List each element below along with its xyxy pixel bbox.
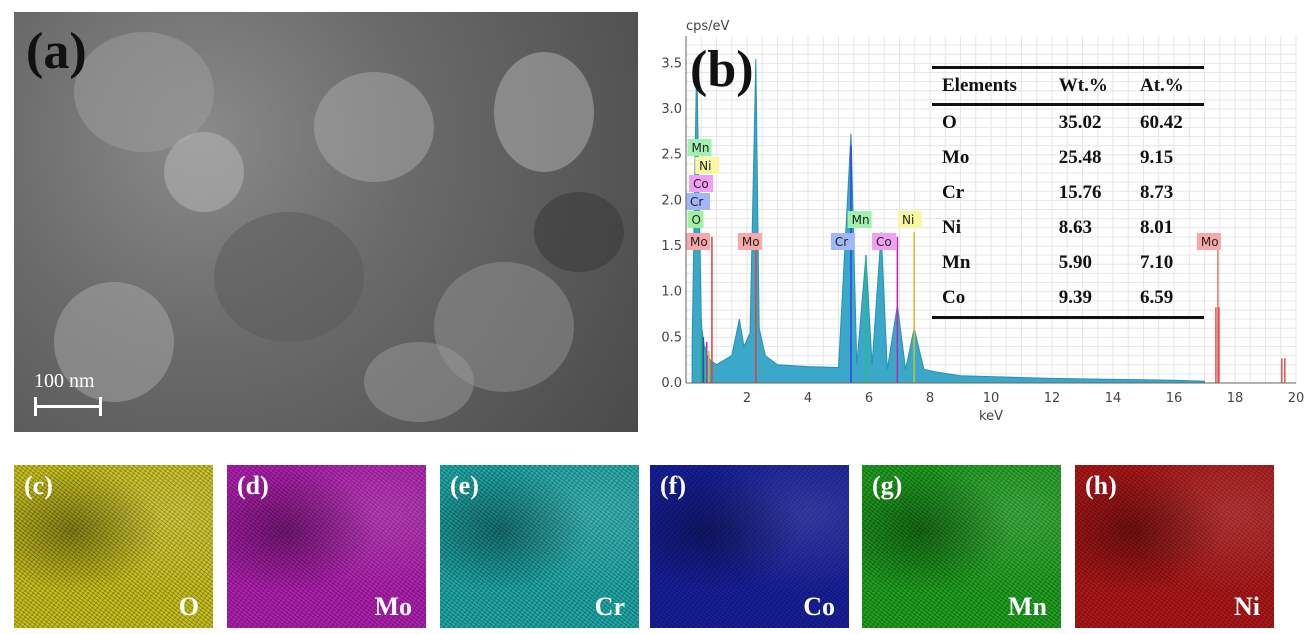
table-cell: 8.73: [1140, 182, 1174, 203]
table-cell: O: [942, 112, 957, 133]
table-cell: 15.76: [1058, 182, 1102, 203]
x-tick-label: 14: [1105, 391, 1122, 406]
peak-tag-bg: [830, 233, 855, 250]
table-cell: 8.63: [1058, 217, 1093, 238]
table-cell: 25.48: [1058, 147, 1102, 168]
table-row: Mn 5.90 7.10: [932, 246, 1204, 281]
map-element-label: Mo: [374, 592, 412, 621]
map-element-label: Cr: [594, 592, 625, 621]
y-tick-label: 3.0: [661, 102, 682, 117]
peak-tag-bg: [872, 233, 897, 250]
table-cell: 60.42: [1140, 112, 1183, 133]
panel-label-b: (b): [690, 41, 754, 98]
map-panel-label: (h): [1085, 471, 1117, 500]
table-cell: 9.39: [1048, 281, 1130, 319]
element-map-cr: (e) Cr: [440, 465, 639, 628]
eds-spectrum-panel: Mn Ni Co Cr O Mo Mo Cr Mn Co Ni Mo 0.0 0.5 1.0 1.5 2.0 2…: [650, 12, 1311, 432]
table-header: Wt.%: [1048, 66, 1130, 106]
map-element-label: O: [178, 592, 199, 621]
map-element-label: Ni: [1234, 592, 1260, 621]
table-cell: Mn: [942, 252, 971, 273]
table-cell: 8.01: [1140, 217, 1174, 238]
peak-tag-bg: [687, 139, 712, 156]
x-tick-label: 20: [1288, 391, 1305, 406]
element-map-ni: (h) Ni: [1075, 465, 1274, 628]
y-tick-label: 3.5: [661, 56, 682, 71]
table-cell: Cr: [942, 182, 965, 203]
x-axis-label: keV: [979, 409, 1003, 424]
table-header-row: Elements Wt.% At.%: [932, 66, 1204, 106]
map-element-label: Co: [803, 592, 835, 621]
table-cell: 5.90: [1058, 252, 1093, 273]
peak-tag-label: Mo: [742, 235, 760, 249]
peak-tag-label: Ni: [699, 159, 711, 173]
peak-tag-bg: [686, 193, 710, 210]
scale-bar-label: 100 nm: [34, 370, 95, 392]
table-cell: 9.15: [1140, 147, 1174, 168]
map-panel-label: (c): [24, 471, 53, 500]
peak-tag-label: Mn: [852, 213, 870, 227]
x-tick-label: 12: [1044, 391, 1061, 406]
peak-tag-label: Mo: [1201, 235, 1219, 249]
element-map-mn: (g) Mn: [862, 465, 1061, 628]
peak-tag-label: Cr: [835, 235, 848, 249]
peak-tag-label: Mn: [692, 141, 710, 155]
peak-tag-label: Cr: [690, 195, 703, 209]
x-tick-label: 18: [1227, 391, 1244, 406]
peak-tag-bg: [687, 211, 704, 228]
peak-tag-label: Ni: [902, 213, 914, 227]
x-tick-label: 10: [983, 391, 1000, 406]
y-tick-label: 1.5: [661, 239, 682, 254]
spectrum-area: [691, 58, 1205, 384]
map-panel-label: (d): [237, 471, 269, 500]
element-map-co: (f) Co: [650, 465, 849, 628]
peak-tag-label: O: [692, 213, 701, 227]
x-tick-label: 6: [865, 391, 873, 406]
x-tick-label: 8: [926, 391, 934, 406]
peak-tag-bg: [695, 157, 720, 174]
map-panel-label: (e): [450, 471, 479, 500]
y-tick-label: 0.0: [661, 376, 682, 391]
panel-label-a: (a): [26, 23, 87, 80]
table-header: At.%: [1130, 66, 1204, 106]
y-tick-label: 1.0: [661, 285, 682, 300]
x-tick-label: 2: [743, 391, 751, 406]
peak-tag-label: Co: [876, 235, 892, 249]
table-cell: Mo: [942, 147, 970, 168]
map-element-label: Mn: [1008, 592, 1047, 621]
x-tick-label: 4: [804, 391, 812, 406]
table-cell: 6.59: [1130, 281, 1204, 319]
map-panel-label: (f): [660, 471, 686, 500]
table-header: Elements: [932, 66, 1049, 106]
y-axis-label: cps/eV: [686, 19, 730, 34]
peak-tag-bg: [689, 175, 714, 192]
scale-bar: [34, 397, 102, 416]
peak-tag-bg: [897, 211, 922, 228]
peak-tag-bg: [1196, 233, 1221, 250]
peak-tag-bg: [686, 233, 710, 250]
peak-tag-label: Mo: [690, 235, 708, 249]
table-cell: 35.02: [1058, 112, 1102, 133]
table-cell: 7.10: [1140, 252, 1174, 273]
table-row: Ni 8.63 8.01: [932, 211, 1204, 246]
y-tick-label: 2.5: [661, 148, 682, 163]
x-tick-label: 16: [1166, 391, 1183, 406]
y-tick-label: 0.5: [661, 330, 682, 345]
element-map-mo: (d) Mo: [227, 465, 426, 628]
y-tick-label: 2.0: [661, 193, 682, 208]
table-row: O 35.02 60.42: [932, 105, 1204, 142]
table-cell: Co: [932, 281, 1049, 319]
peak-tag-label: Co: [693, 177, 709, 191]
peak-tag-bg: [847, 211, 872, 228]
element-map-o: (c) O: [14, 465, 213, 628]
table-cell: Ni: [942, 217, 961, 238]
table-row: Mo 25.48 9.15: [932, 141, 1204, 176]
table-row: Cr 15.76 8.73: [932, 176, 1204, 211]
composition-table: Elements Wt.% At.% O 35.02 60.42 Mo 25.4…: [932, 66, 1204, 319]
table-row: Co 9.39 6.59: [932, 281, 1204, 319]
sem-image: (a) 100 nm: [14, 12, 638, 432]
peak-tag-bg: [737, 233, 762, 250]
map-panel-label: (g): [872, 471, 903, 500]
